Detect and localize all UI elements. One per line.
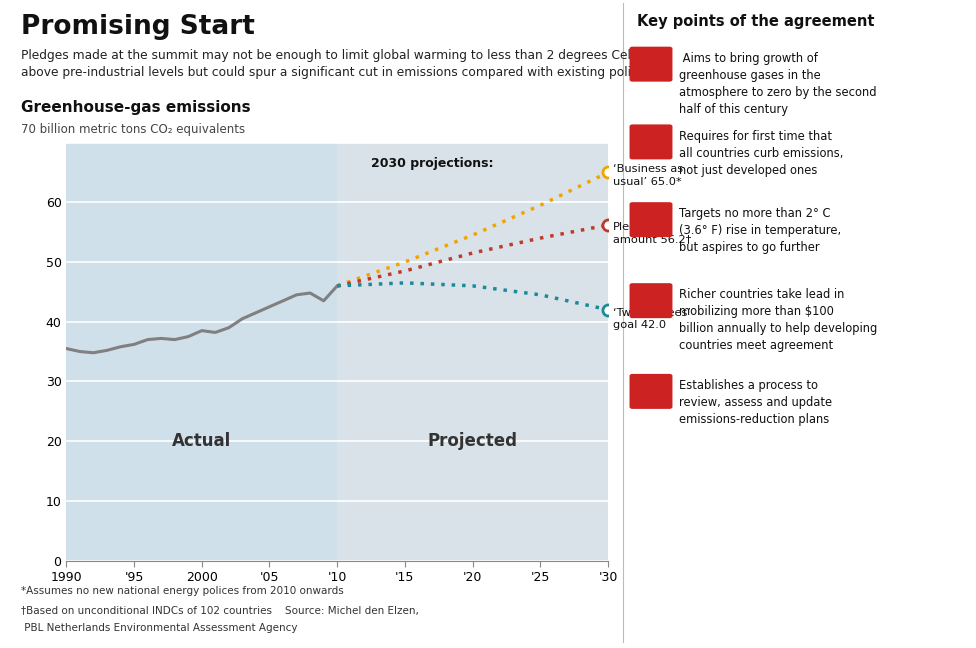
Text: ‘Business as
usual’ 65.0*: ‘Business as usual’ 65.0* [613,164,683,187]
Text: 2030 projections:: 2030 projections: [371,157,494,170]
Text: *Assumes no new national energy polices from 2010 onwards: *Assumes no new national energy polices … [21,586,345,596]
Text: Richer countries take lead in
mobilizing more than $100
billion annually to help: Richer countries take lead in mobilizing… [679,288,877,353]
Text: Aims to bring growth of
greenhouse gases in the
atmosphere to zero by the second: Aims to bring growth of greenhouse gases… [679,52,876,116]
Bar [66,143,337,561]
Text: Pledged
amount 56.2†: Pledged amount 56.2† [613,222,691,244]
Text: Promising Start: Promising Start [21,14,256,40]
Text: PBL Netherlands Environmental Assessment Agency: PBL Netherlands Environmental Assessment… [21,623,298,633]
Text: Pledges made at the summit may not be enough to limit global warming to less tha: Pledges made at the summit may not be en… [21,49,660,79]
Text: Targets no more than 2° C
(3.6° F) rise in temperature,
but aspires to go furthe: Targets no more than 2° C (3.6° F) rise … [679,207,841,255]
Text: Key points of the agreement: Key points of the agreement [637,14,874,29]
Text: ‘Two degrees’
goal 42.0: ‘Two degrees’ goal 42.0 [613,308,691,330]
Text: Greenhouse-gas emissions: Greenhouse-gas emissions [21,100,251,115]
Text: Projected: Projected [427,432,517,450]
Text: 70 billion metric tons CO₂ equivalents: 70 billion metric tons CO₂ equivalents [21,123,246,136]
Text: †Based on unconditional INDCs of 102 countries    Source: Michel den Elzen,: †Based on unconditional INDCs of 102 cou… [21,606,420,616]
Bar [337,143,608,561]
Text: Actual: Actual [172,432,231,450]
Text: Requires for first time that
all countries curb emissions,
not just developed on: Requires for first time that all countri… [679,130,843,177]
Text: Establishes a process to
review, assess and update
emissions-reduction plans: Establishes a process to review, assess … [679,379,833,426]
